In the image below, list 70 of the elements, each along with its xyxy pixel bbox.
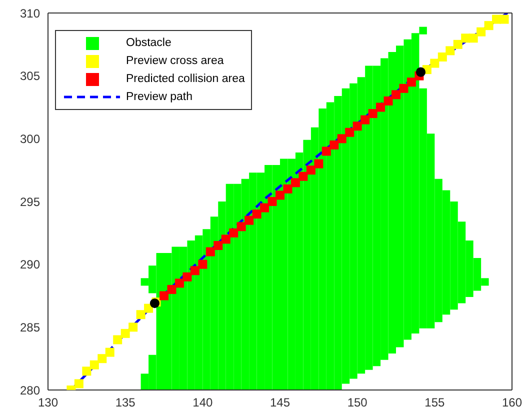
point: [120, 328, 130, 338]
point: [167, 284, 176, 294]
y-tick-label: 290: [20, 258, 40, 272]
point: [74, 379, 84, 388]
x-tick-label: 140: [192, 396, 213, 410]
point: [144, 304, 154, 313]
point: [182, 272, 192, 282]
point: [82, 366, 92, 376]
point: [214, 240, 223, 250]
point: [468, 34, 478, 43]
x-tick-label: 130: [38, 396, 58, 410]
y-tick-label: 300: [20, 132, 40, 146]
point: [283, 184, 292, 194]
point: [236, 222, 246, 232]
point: [198, 260, 208, 269]
point: [290, 178, 300, 188]
point: [268, 197, 277, 206]
point: [322, 146, 331, 156]
x-tick-label: 155: [424, 396, 445, 410]
y-tick-label: 305: [20, 69, 40, 84]
point: [190, 266, 200, 276]
point: [384, 96, 393, 106]
y-tick-label: 285: [20, 320, 40, 334]
legend-label: Preview cross area: [126, 55, 224, 67]
point: [276, 190, 284, 200]
point: [314, 159, 324, 168]
point: [221, 234, 230, 244]
y-tick-label: 280: [20, 383, 40, 398]
point: [438, 52, 447, 62]
point: [368, 109, 378, 118]
point: [399, 84, 408, 93]
point: [453, 40, 462, 49]
y-tick-label: 295: [20, 194, 40, 209]
point: [298, 172, 308, 181]
point: [229, 228, 238, 238]
x-tick-label: 160: [502, 396, 522, 410]
legend-label: Preview path: [126, 91, 192, 103]
point: [252, 210, 262, 219]
y-tick-label: 310: [20, 6, 40, 20]
point: [484, 21, 494, 30]
point: [206, 247, 215, 256]
point: [416, 67, 426, 77]
point: [113, 335, 122, 344]
point: [174, 278, 184, 288]
point: [136, 310, 146, 320]
x-tick-label: 145: [270, 396, 290, 410]
point: [337, 134, 346, 144]
point: [128, 322, 138, 332]
point: [476, 27, 486, 36]
point: [360, 115, 370, 124]
point: [446, 46, 455, 56]
point: [260, 203, 270, 212]
point: [330, 140, 339, 150]
point: [392, 90, 400, 100]
x-tick-label: 150: [347, 396, 368, 410]
point: [376, 102, 386, 112]
point: [90, 360, 99, 370]
point: [306, 166, 316, 175]
point: [160, 291, 168, 300]
x-tick-label: 135: [115, 396, 136, 410]
point: [345, 128, 354, 137]
point: [244, 216, 254, 225]
legend-label: Predicted collision area: [126, 73, 245, 85]
point: [105, 348, 114, 357]
point: [98, 354, 107, 364]
point: [500, 14, 509, 24]
point: [430, 58, 440, 68]
point: [406, 78, 416, 87]
legend-label: Obstacle: [126, 37, 172, 49]
point: [352, 122, 362, 131]
